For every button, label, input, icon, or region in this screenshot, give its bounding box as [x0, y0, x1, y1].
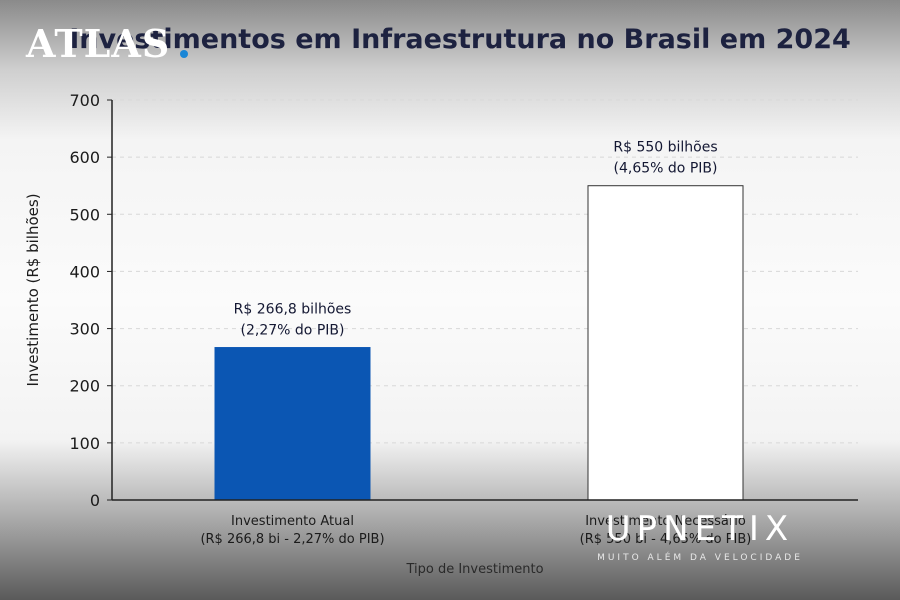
x-axis-label: Tipo de Investimento	[405, 562, 543, 577]
data-labels: R$ 266,8 bilhões (2,27% do PIB) R$ 550 bil…	[234, 140, 718, 339]
y-tick-label: 100	[69, 434, 100, 453]
bars	[214, 185, 744, 501]
bar	[214, 347, 371, 501]
x-category-label: (R$ 550 bi - 4,65% do PIB)	[580, 532, 752, 547]
y-tick-label: 600	[69, 148, 100, 167]
x-category-label: (R$ 266,8 bi - 2,27% do PIB)	[200, 532, 384, 547]
y-tick-label: 700	[69, 91, 100, 110]
atlas-watermark: ATLAS	[25, 21, 188, 66]
data-label: (4,65% do PIB)	[614, 161, 718, 177]
x-category-label: Investimento Necessário	[585, 514, 746, 529]
y-tick-label: 0	[90, 491, 100, 510]
y-tick-label: 500	[69, 205, 100, 224]
y-ticks: 0 100 200 300 400 500 600 700	[69, 91, 112, 510]
upnetix-watermark: UPNETIX MUITO ALÉM DA VELOCIDADE	[597, 509, 803, 563]
chart-title: Investimentos em Infraestrutura no Brasi…	[69, 24, 851, 55]
atlas-logo-text: ATLAS	[25, 21, 170, 66]
bar	[587, 185, 744, 501]
data-label: R$ 550 bilhões	[613, 140, 717, 156]
y-tick-label: 400	[69, 262, 100, 281]
upnetix-logo-text: UPNETIX	[606, 509, 794, 549]
y-axis-label: Investimento (R$ bilhões)	[24, 193, 42, 386]
x-categories: Investimento Atual (R$ 266,8 bi - 2,27% d…	[200, 514, 751, 547]
upnetix-tagline: MUITO ALÉM DA VELOCIDADE	[597, 551, 803, 563]
data-label: (2,27% do PIB)	[241, 323, 345, 339]
y-tick-label: 300	[69, 320, 100, 339]
data-label: R$ 266,8 bilhões	[234, 302, 352, 318]
y-tick-label: 200	[69, 377, 100, 396]
atlas-logo-dot	[180, 50, 188, 58]
x-category-label: Investimento Atual	[231, 514, 354, 529]
